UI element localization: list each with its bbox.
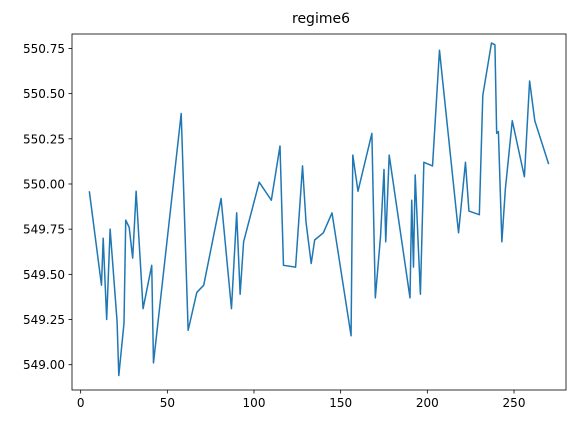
- x-tick-label: 150: [329, 396, 352, 410]
- y-tick-label: 550.75: [23, 42, 65, 56]
- x-tick-label: 0: [77, 396, 85, 410]
- chart-title: regime6: [292, 11, 350, 27]
- y-tick-label: 550.25: [23, 132, 65, 146]
- y-tick-label: 550.00: [23, 177, 65, 191]
- x-tick-label: 250: [503, 396, 526, 410]
- y-tick-label: 549.00: [23, 358, 65, 372]
- x-tick-label: 200: [416, 396, 439, 410]
- x-tick-label: 100: [243, 396, 266, 410]
- axes-frame: [71, 33, 567, 391]
- y-tick-label: 549.25: [23, 313, 65, 327]
- y-tick-label: 550.50: [23, 87, 65, 101]
- x-tick-label: 50: [160, 396, 175, 410]
- y-tick-label: 549.75: [23, 223, 65, 237]
- y-tick-label: 549.50: [23, 268, 65, 282]
- plot-area: 0 50 100 150 200 250 549.00 549.25 549.50 549.75 5…: [23, 33, 567, 410]
- series-line: [88, 42, 550, 377]
